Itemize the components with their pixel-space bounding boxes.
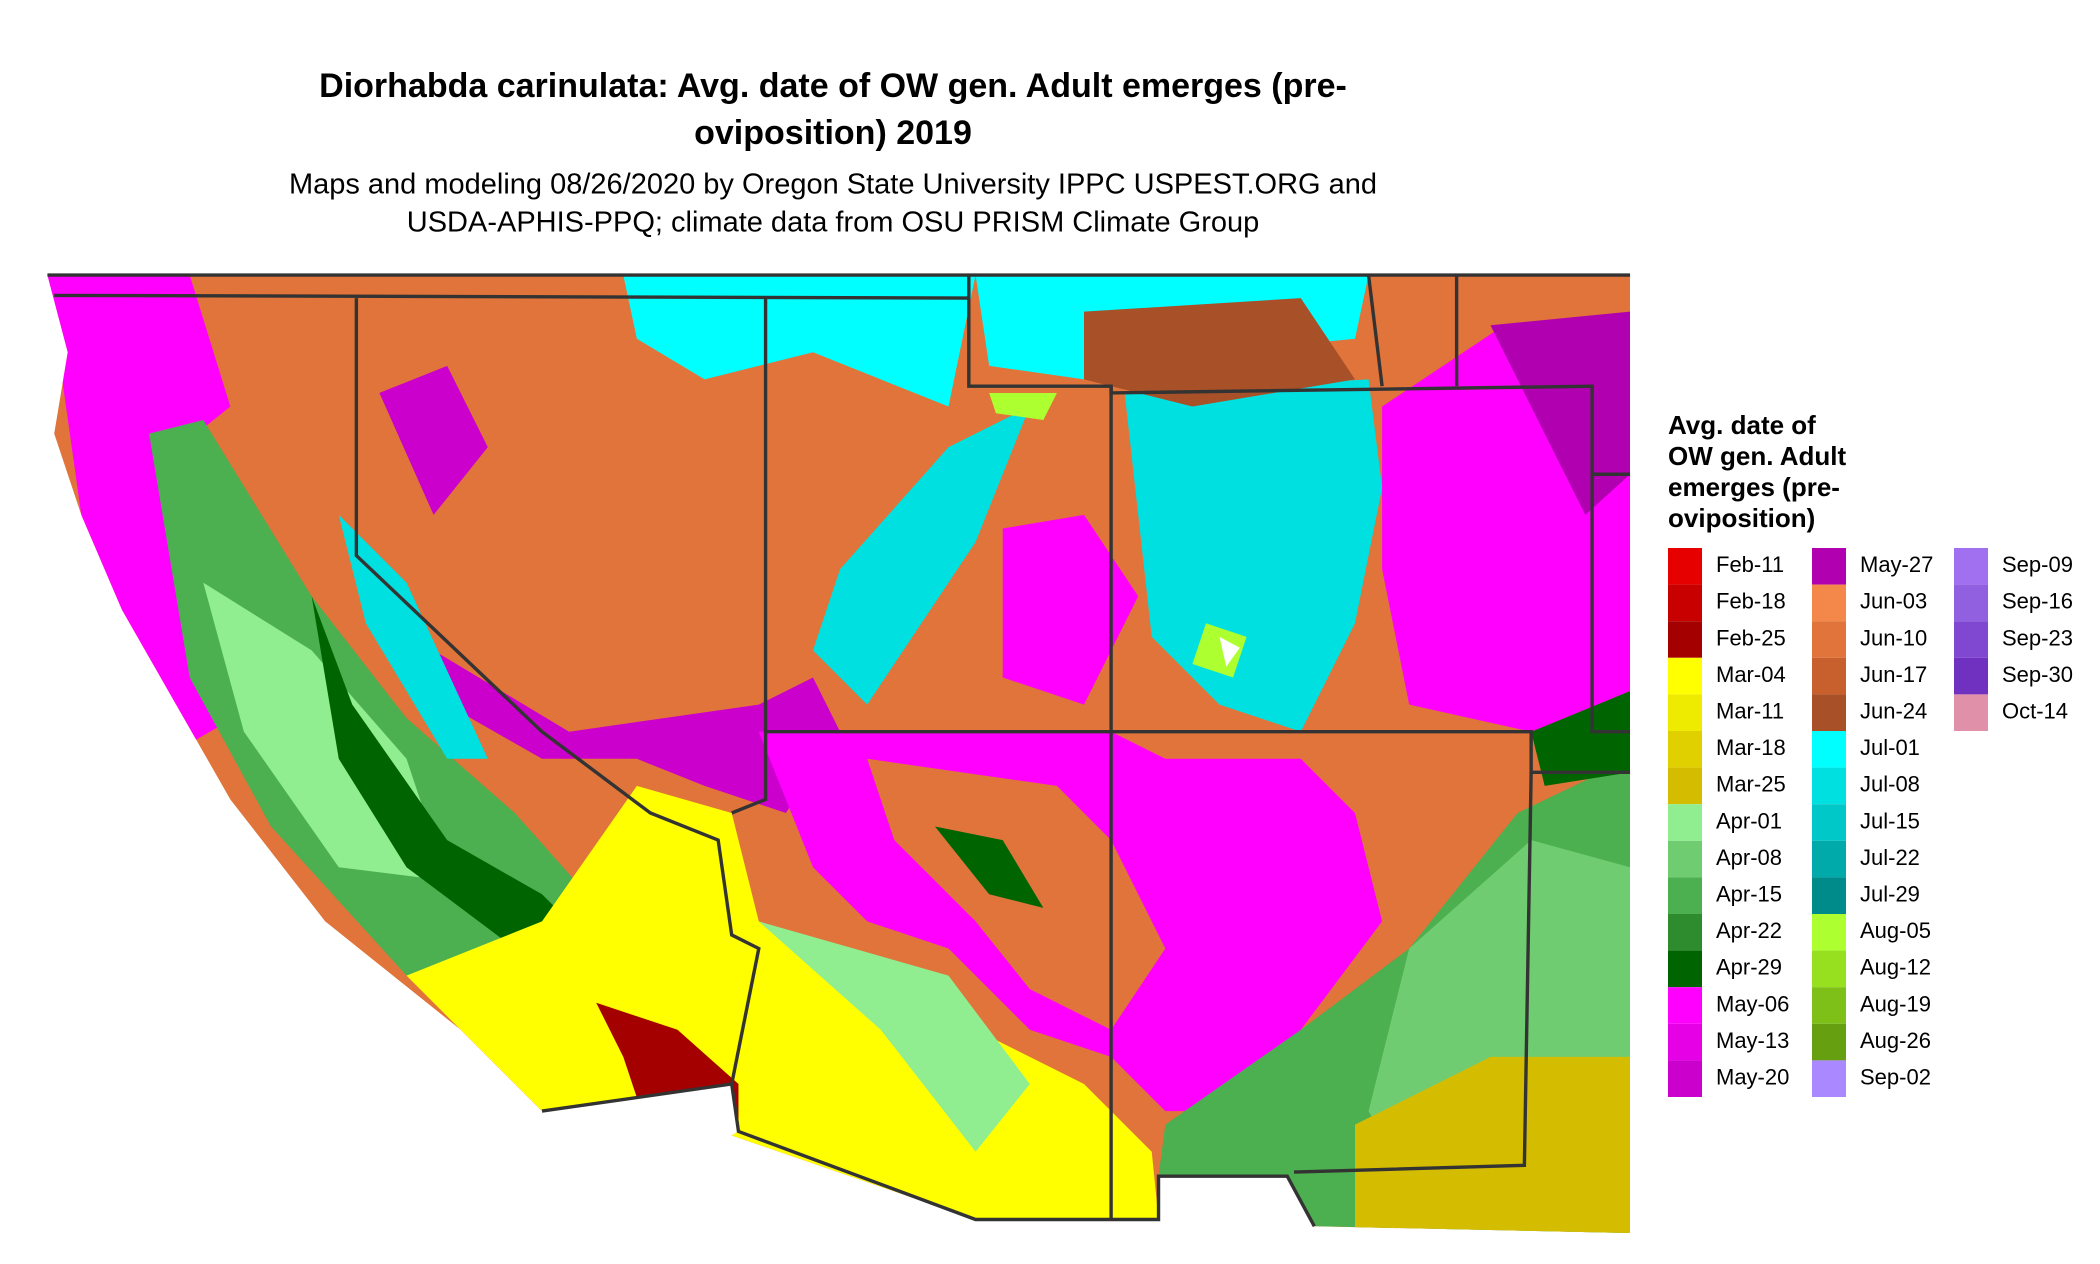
legend-label: Jun-24 bbox=[1860, 699, 1927, 724]
legend-label: Apr-22 bbox=[1716, 918, 1782, 943]
legend-swatch bbox=[1812, 950, 1846, 988]
legend-label: May-13 bbox=[1716, 1028, 1789, 1053]
state-borders bbox=[47, 273, 1631, 1228]
legend-swatch bbox=[1812, 914, 1846, 951]
legend-swatch bbox=[1954, 621, 1988, 658]
legend-label: Jul-15 bbox=[1860, 808, 1920, 833]
legend-title: OW gen. Adult bbox=[1668, 441, 1846, 471]
legend-label: Feb-25 bbox=[1716, 625, 1786, 650]
legend-swatch bbox=[1668, 621, 1702, 658]
legend-swatch bbox=[1668, 767, 1702, 805]
title: Diorhabda carinulata: Avg. date of OW ge… bbox=[319, 67, 1347, 105]
legend-swatch bbox=[1812, 657, 1846, 695]
legend-label: Jun-03 bbox=[1860, 589, 1927, 614]
legend-swatch bbox=[1954, 657, 1988, 695]
legend-label: Apr-01 bbox=[1716, 808, 1782, 833]
legend-label: Mar-25 bbox=[1716, 772, 1786, 797]
legend-swatch bbox=[1668, 731, 1702, 768]
legend-swatch bbox=[1668, 1023, 1702, 1061]
legend-title: emerges (pre- bbox=[1668, 472, 1840, 502]
legend-swatch bbox=[1812, 804, 1846, 841]
legend-swatch bbox=[1668, 584, 1702, 622]
legend-label: Sep-09 bbox=[2002, 552, 2073, 577]
legend-swatch bbox=[1668, 840, 1702, 878]
legend-label: Mar-18 bbox=[1716, 735, 1786, 760]
legend-label: Jul-01 bbox=[1860, 735, 1920, 760]
legend-label: Aug-26 bbox=[1860, 1028, 1931, 1053]
legend-label: Aug-19 bbox=[1860, 991, 1931, 1016]
legend-label: Jun-10 bbox=[1860, 625, 1927, 650]
legend-label: Apr-29 bbox=[1716, 955, 1782, 980]
legend-swatch bbox=[1812, 694, 1846, 731]
legend-label: Jul-29 bbox=[1860, 882, 1920, 907]
legend-title: Avg. date of bbox=[1668, 410, 1816, 440]
legend-swatch bbox=[1812, 1023, 1846, 1061]
legend-swatch bbox=[1668, 914, 1702, 951]
legend-label: Sep-30 bbox=[2002, 662, 2073, 687]
legend-label: Aug-12 bbox=[1860, 955, 1931, 980]
legend-swatch bbox=[1812, 621, 1846, 658]
legend-label: Apr-08 bbox=[1716, 845, 1782, 870]
legend-swatch bbox=[1668, 987, 1702, 1024]
legend-swatch bbox=[1668, 694, 1702, 731]
legend-label: Jul-08 bbox=[1860, 772, 1920, 797]
subtitle: Maps and modeling 08/26/2020 by Oregon S… bbox=[289, 169, 1377, 201]
legend-swatch bbox=[1668, 657, 1702, 695]
legend-swatch bbox=[1668, 1060, 1702, 1097]
legend-swatch bbox=[1954, 584, 1988, 622]
legend-swatch bbox=[1668, 548, 1702, 585]
legend-label: Feb-18 bbox=[1716, 589, 1786, 614]
legend-swatch bbox=[1812, 987, 1846, 1024]
legend-label: Sep-02 bbox=[1860, 1065, 1931, 1090]
legend-swatch bbox=[1668, 804, 1702, 841]
legend-title: oviposition) bbox=[1668, 503, 1815, 533]
legend-swatch bbox=[1812, 584, 1846, 622]
legend-label: May-27 bbox=[1860, 552, 1933, 577]
legend-label: Aug-05 bbox=[1860, 918, 1931, 943]
subtitle: USDA-APHIS-PPQ; climate data from OSU PR… bbox=[407, 207, 1260, 239]
legend-swatch bbox=[1812, 1060, 1846, 1097]
legend-label: Oct-14 bbox=[2002, 699, 2068, 724]
legend-label: Feb-11 bbox=[1716, 552, 1784, 577]
legend: Avg. date of OW gen. Adult emerges (pre-… bbox=[1668, 410, 2073, 1097]
title: oviposition) 2019 bbox=[694, 114, 972, 152]
legend-swatch bbox=[1668, 877, 1702, 914]
legend-swatch bbox=[1812, 767, 1846, 805]
legend-label: May-20 bbox=[1716, 1065, 1789, 1090]
legend-label: Apr-15 bbox=[1716, 882, 1782, 907]
legend-label: Jul-22 bbox=[1860, 845, 1920, 870]
legend-swatch bbox=[1668, 950, 1702, 988]
legend-label: Sep-23 bbox=[2002, 625, 2073, 650]
legend-label: Mar-11 bbox=[1716, 699, 1784, 724]
legend-swatch bbox=[1812, 840, 1846, 878]
legend-label: Jun-17 bbox=[1860, 662, 1927, 687]
map bbox=[47, 273, 1631, 1234]
legend-swatch bbox=[1954, 548, 1988, 585]
legend-swatch bbox=[1812, 877, 1846, 914]
legend-label: May-06 bbox=[1716, 991, 1789, 1016]
legend-label: Mar-04 bbox=[1716, 662, 1786, 687]
legend-swatch bbox=[1812, 731, 1846, 768]
legend-swatch bbox=[1954, 694, 1988, 731]
legend-label: Sep-16 bbox=[2002, 589, 2073, 614]
legend-swatch bbox=[1812, 548, 1846, 585]
